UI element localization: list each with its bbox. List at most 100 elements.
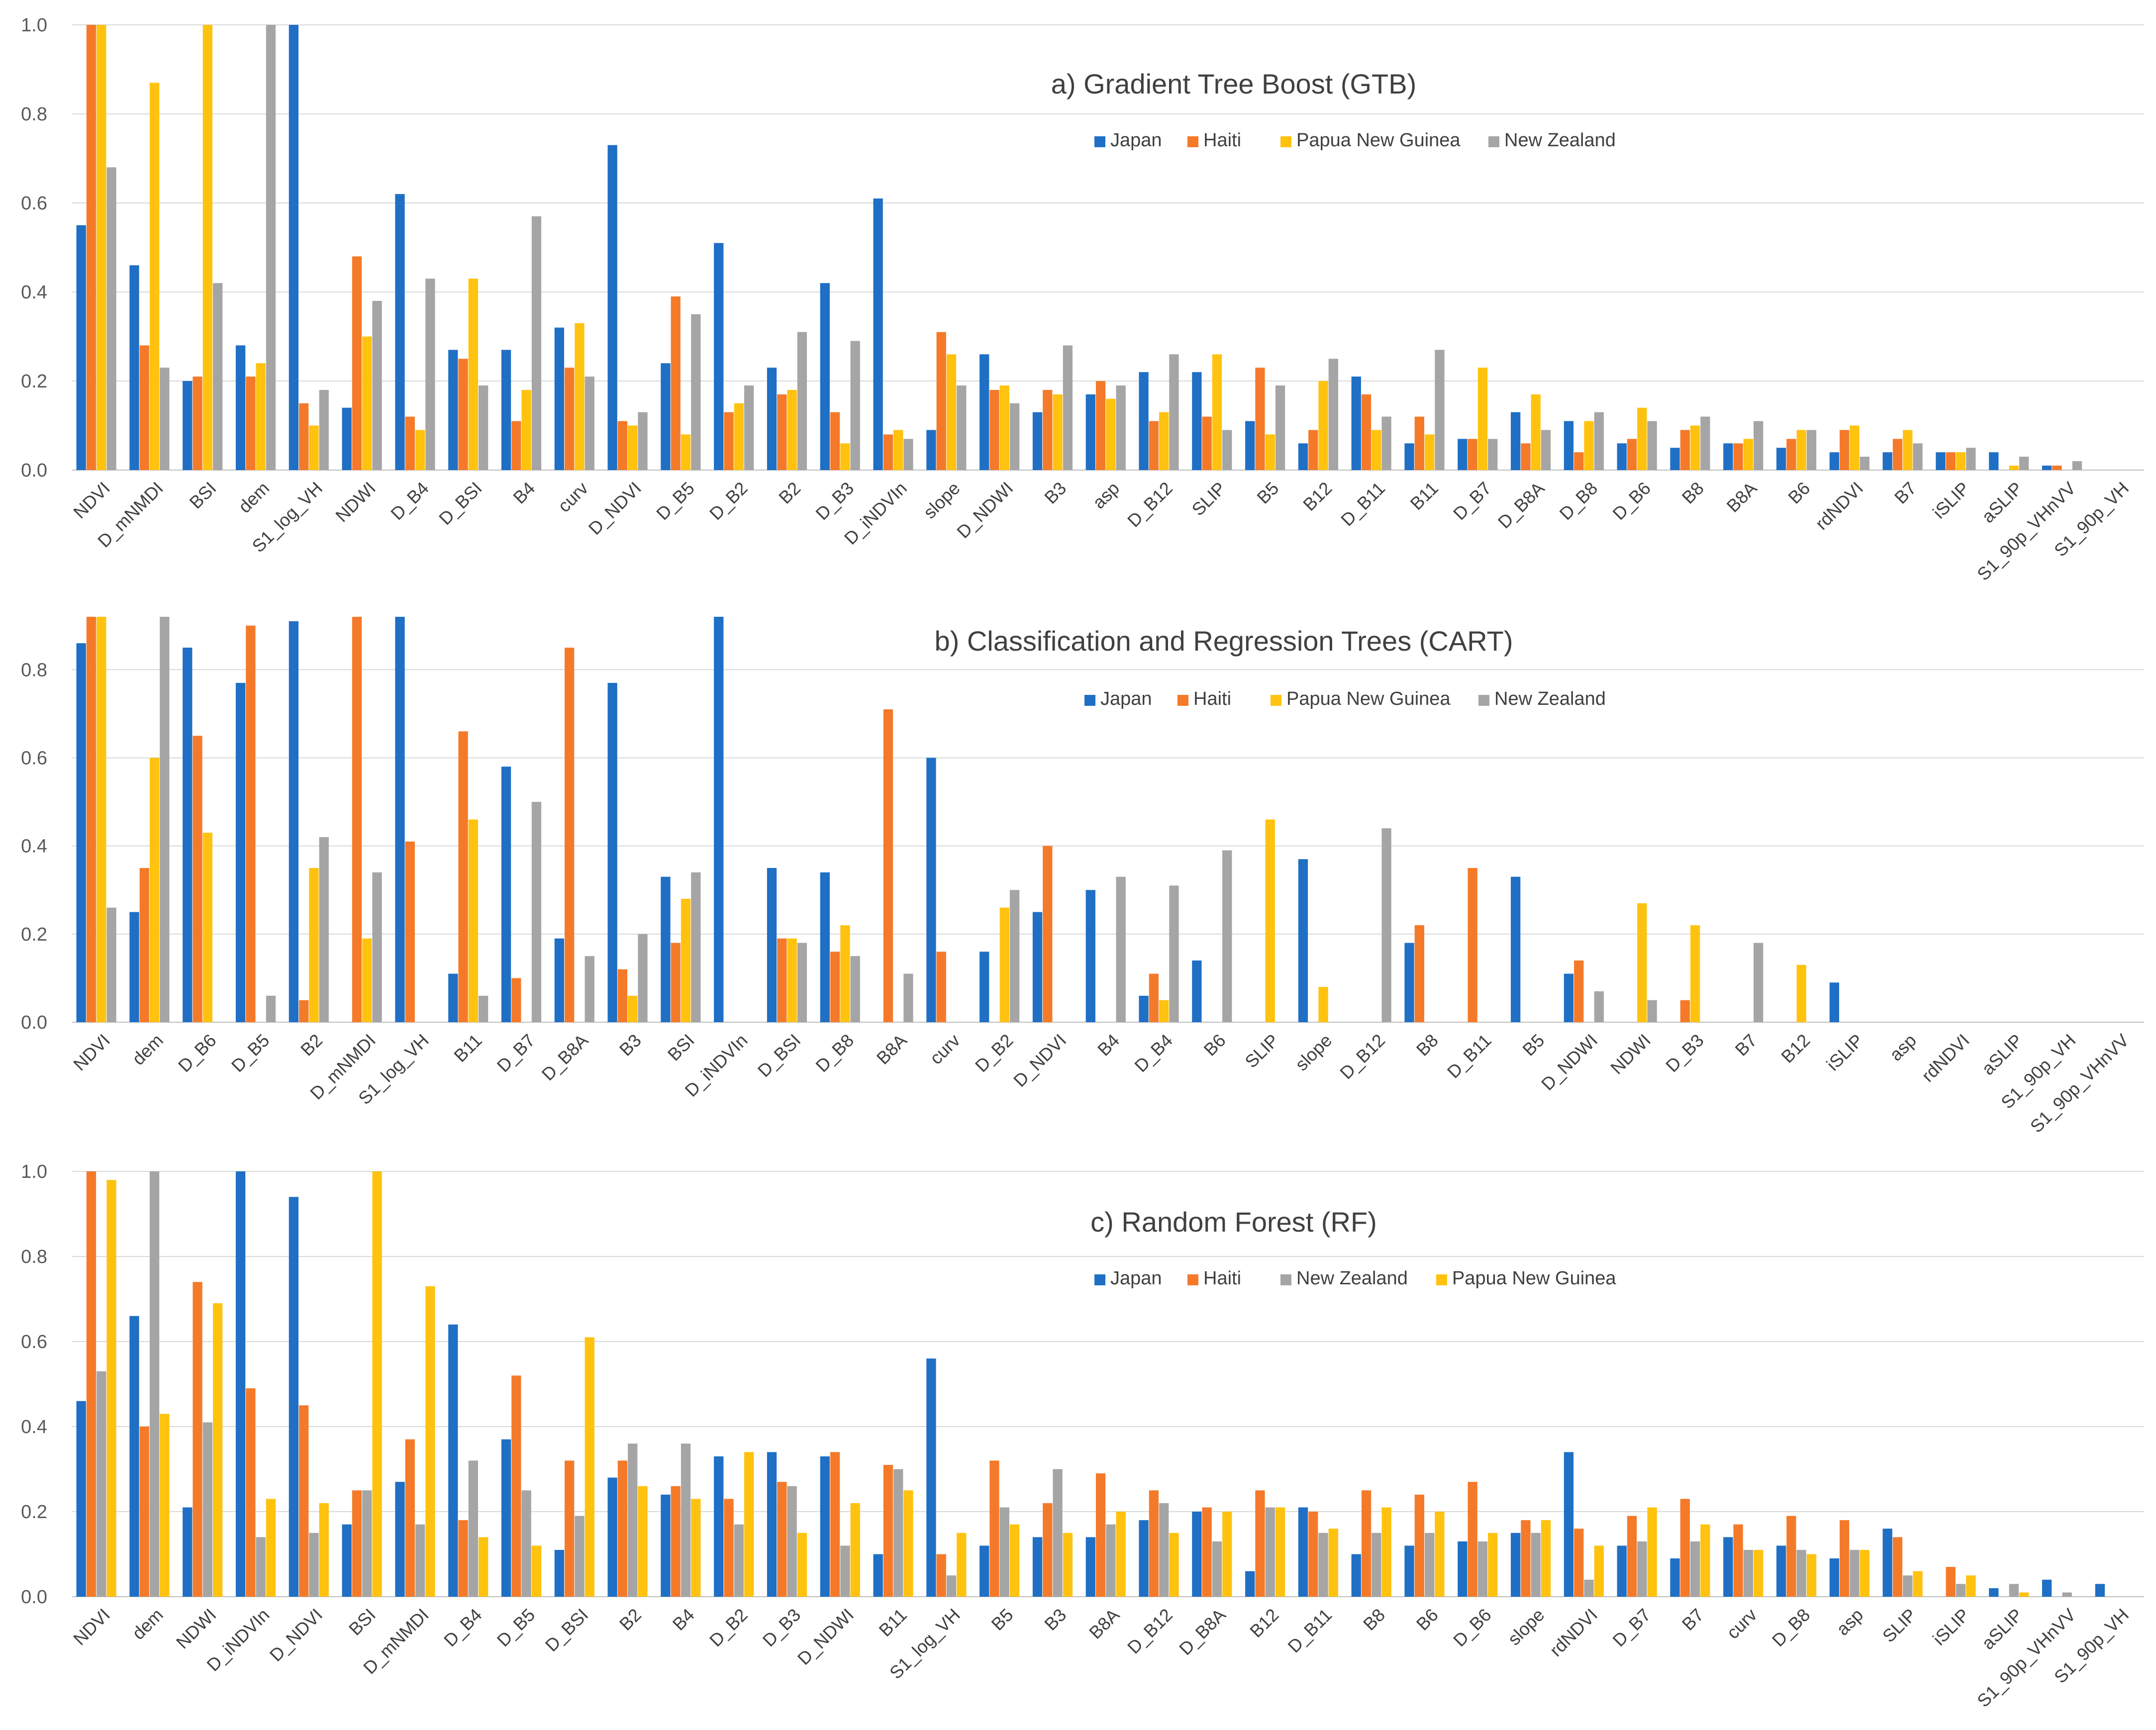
bar-haiti xyxy=(617,1460,628,1597)
bar-papua-new-guinea xyxy=(362,938,372,1022)
bar-japan xyxy=(129,1316,139,1597)
bar-haiti xyxy=(1255,1490,1265,1597)
legend-label: Haiti xyxy=(1193,688,1231,709)
bar-papua-new-guinea xyxy=(1637,407,1647,470)
bar-japan xyxy=(1511,1533,1521,1597)
bar-haiti xyxy=(1414,925,1424,1022)
bar-papua-new-guinea xyxy=(1488,1533,1498,1597)
bar-haiti xyxy=(2052,466,2062,470)
bar-papua-new-guinea xyxy=(1106,398,1116,470)
bar-new-zealand xyxy=(638,412,648,470)
bar-japan xyxy=(129,265,139,470)
bar-japan xyxy=(554,938,564,1022)
bar-papua-new-guinea xyxy=(1690,425,1700,470)
bar-japan xyxy=(980,952,989,1022)
bar-new-zealand xyxy=(691,314,701,470)
bar-new-zealand xyxy=(2072,461,2082,470)
bar-japan xyxy=(1829,1558,1840,1597)
bar-haiti xyxy=(1733,1524,1743,1597)
bar-new-zealand xyxy=(160,617,170,1022)
bar-new-zealand xyxy=(957,385,967,470)
legend-label: New Zealand xyxy=(1494,688,1606,709)
bar-papua-new-guinea xyxy=(202,833,213,1022)
bar-new-zealand xyxy=(319,837,329,1022)
bar-new-zealand xyxy=(628,1443,638,1597)
bar-papua-new-guinea xyxy=(213,1303,223,1597)
bar-papua-new-guinea xyxy=(1275,1507,1285,1597)
bar-new-zealand xyxy=(1116,385,1126,470)
bar-papua-new-guinea xyxy=(1796,430,1806,470)
bar-haiti xyxy=(1202,416,1212,470)
bar-papua-new-guinea xyxy=(1584,421,1594,470)
bar-japan xyxy=(1139,1520,1149,1597)
bar-papua-new-guinea xyxy=(957,1533,967,1597)
y-tick-label: 0.8 xyxy=(21,660,47,680)
bar-new-zealand xyxy=(415,1524,425,1597)
legend-label: Haiti xyxy=(1203,130,1241,151)
bar-japan xyxy=(2042,1579,2052,1597)
bar-new-zealand xyxy=(1212,1541,1222,1597)
bar-papua-new-guinea xyxy=(1328,1529,1338,1597)
bar-japan xyxy=(820,872,830,1022)
bar-new-zealand xyxy=(1903,1575,1913,1597)
bar-new-zealand xyxy=(2009,1584,2019,1597)
bar-haiti xyxy=(936,1554,946,1597)
bar-new-zealand xyxy=(1966,448,1976,470)
bar-japan xyxy=(1989,452,1999,470)
y-tick-label: 0.4 xyxy=(21,282,47,303)
bar-papua-new-guinea xyxy=(97,617,106,1022)
bar-new-zealand xyxy=(1116,876,1126,1022)
bar-japan xyxy=(714,243,724,470)
bar-japan xyxy=(1085,890,1095,1022)
bar-haiti xyxy=(405,416,415,470)
bar-papua-new-guinea xyxy=(1053,394,1063,470)
bar-haiti xyxy=(139,345,149,470)
bar-papua-new-guinea xyxy=(1009,1524,1020,1597)
bar-japan xyxy=(1404,443,1414,470)
bar-new-zealand xyxy=(256,1537,266,1597)
bar-papua-new-guinea xyxy=(1806,1554,1817,1597)
bar-japan xyxy=(289,621,299,1022)
bar-papua-new-guinea xyxy=(106,1180,116,1597)
y-tick-label: 0.6 xyxy=(21,748,47,769)
bar-new-zealand xyxy=(1222,850,1232,1022)
bar-japan xyxy=(1723,1537,1733,1597)
bar-new-zealand xyxy=(1169,354,1179,470)
bar-papua-new-guinea xyxy=(1966,1575,1976,1597)
bar-japan xyxy=(661,363,671,470)
bar-japan xyxy=(1670,448,1680,470)
bar-papua-new-guinea xyxy=(734,403,744,470)
legend-swatch xyxy=(1084,695,1095,706)
bar-new-zealand xyxy=(1806,430,1817,470)
bar-new-zealand xyxy=(850,341,860,470)
bar-new-zealand xyxy=(893,1469,903,1597)
bar-japan xyxy=(1351,377,1361,470)
legend-label: New Zealand xyxy=(1296,1268,1408,1289)
bar-japan xyxy=(607,1477,617,1597)
legend-swatch xyxy=(1488,136,1499,147)
legend-item: Papua New Guinea xyxy=(1271,688,1451,709)
bar-new-zealand xyxy=(797,332,807,470)
bar-haiti xyxy=(1468,439,1477,470)
bar-haiti xyxy=(299,1000,309,1022)
legend-swatch xyxy=(1280,136,1291,147)
bar-new-zealand xyxy=(850,956,860,1022)
bar-haiti xyxy=(86,617,97,1022)
bar-haiti xyxy=(564,368,575,470)
bar-new-zealand xyxy=(1328,359,1338,470)
bar-haiti xyxy=(671,1486,681,1597)
legend-item: Japan xyxy=(1094,1268,1162,1289)
y-tick-label: 0.6 xyxy=(21,193,47,214)
bar-papua-new-guinea xyxy=(1743,439,1754,470)
bar-papua-new-guinea xyxy=(256,363,266,470)
legend-label: Papua New Guinea xyxy=(1452,1268,1616,1289)
legend-label: New Zealand xyxy=(1504,130,1616,151)
bar-japan xyxy=(926,758,936,1022)
bar-japan xyxy=(767,867,777,1022)
bar-haiti xyxy=(139,1427,149,1597)
bar-papua-new-guinea xyxy=(1903,430,1913,470)
bar-papua-new-guinea xyxy=(1424,434,1435,470)
bar-japan xyxy=(395,617,405,1022)
bar-new-zealand xyxy=(531,802,542,1022)
bar-japan xyxy=(1458,439,1468,470)
